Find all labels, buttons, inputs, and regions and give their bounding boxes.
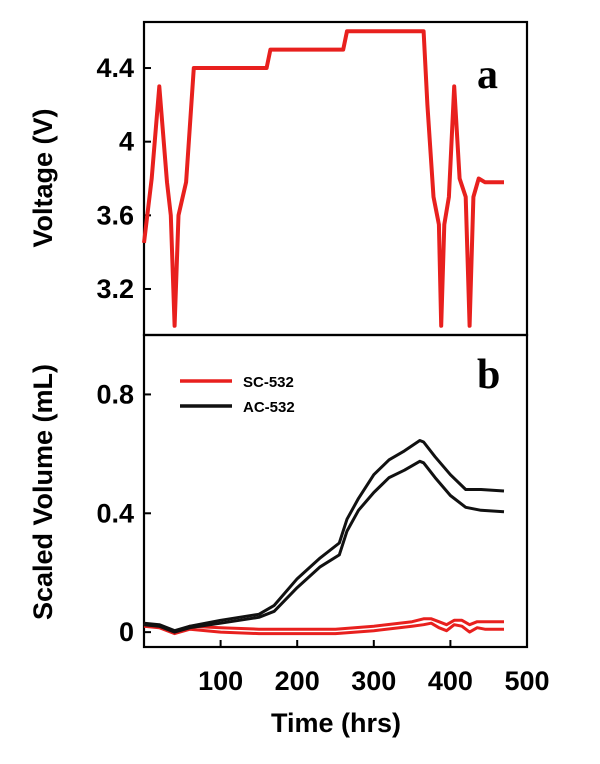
volume-series-line-ac-532 [143,439,505,633]
panel-a-label: a [477,52,498,98]
voltage-series-line [142,29,504,328]
panel-a-y-tick-label: 4.4 [96,53,134,83]
x-axis-label: Time (hrs) [271,708,401,738]
volume-series-line-sc-532 [143,621,504,636]
x-tick-label: 100 [198,666,243,696]
legend-label-sc-532: SC-532 [243,374,294,391]
x-tick-label: 300 [351,666,396,696]
panel-b-series [143,439,505,636]
x-tick-label: 500 [504,666,549,696]
panel-b-label: b [477,352,500,398]
panel-b-y-tick-label: 0.4 [96,498,134,528]
panel-b-y-tick-label: 0.8 [96,379,134,409]
panel-b-frame [142,333,529,649]
x-tick-label: 200 [275,666,320,696]
panel-b-y-tick-label: 0 [119,617,134,647]
panel-a-y-tick-label: 3.2 [96,274,134,304]
panel-b-y-ticks: 0 0.4 0.8 [96,379,151,647]
panel-b-x-ticks: 100 200 300 400 500 [198,640,550,696]
panel-a-y-tick-label: 4 [119,127,134,157]
legend: SC-532 AC-532 [180,374,295,416]
volume-series-line-ac-532 [143,459,505,634]
legend-label-ac-532: AC-532 [243,399,295,416]
panel-a-series [142,29,504,328]
panel-b-y-axis-label: Scaled Volume (mL) [28,364,58,620]
panel-a-y-axis-label: Voltage (V) [28,108,58,247]
panel-a-y-tick-label: 3.6 [96,200,134,230]
x-tick-label: 400 [428,666,473,696]
panel-a-y-ticks: 3.2 3.6 4 4.4 [96,53,151,304]
